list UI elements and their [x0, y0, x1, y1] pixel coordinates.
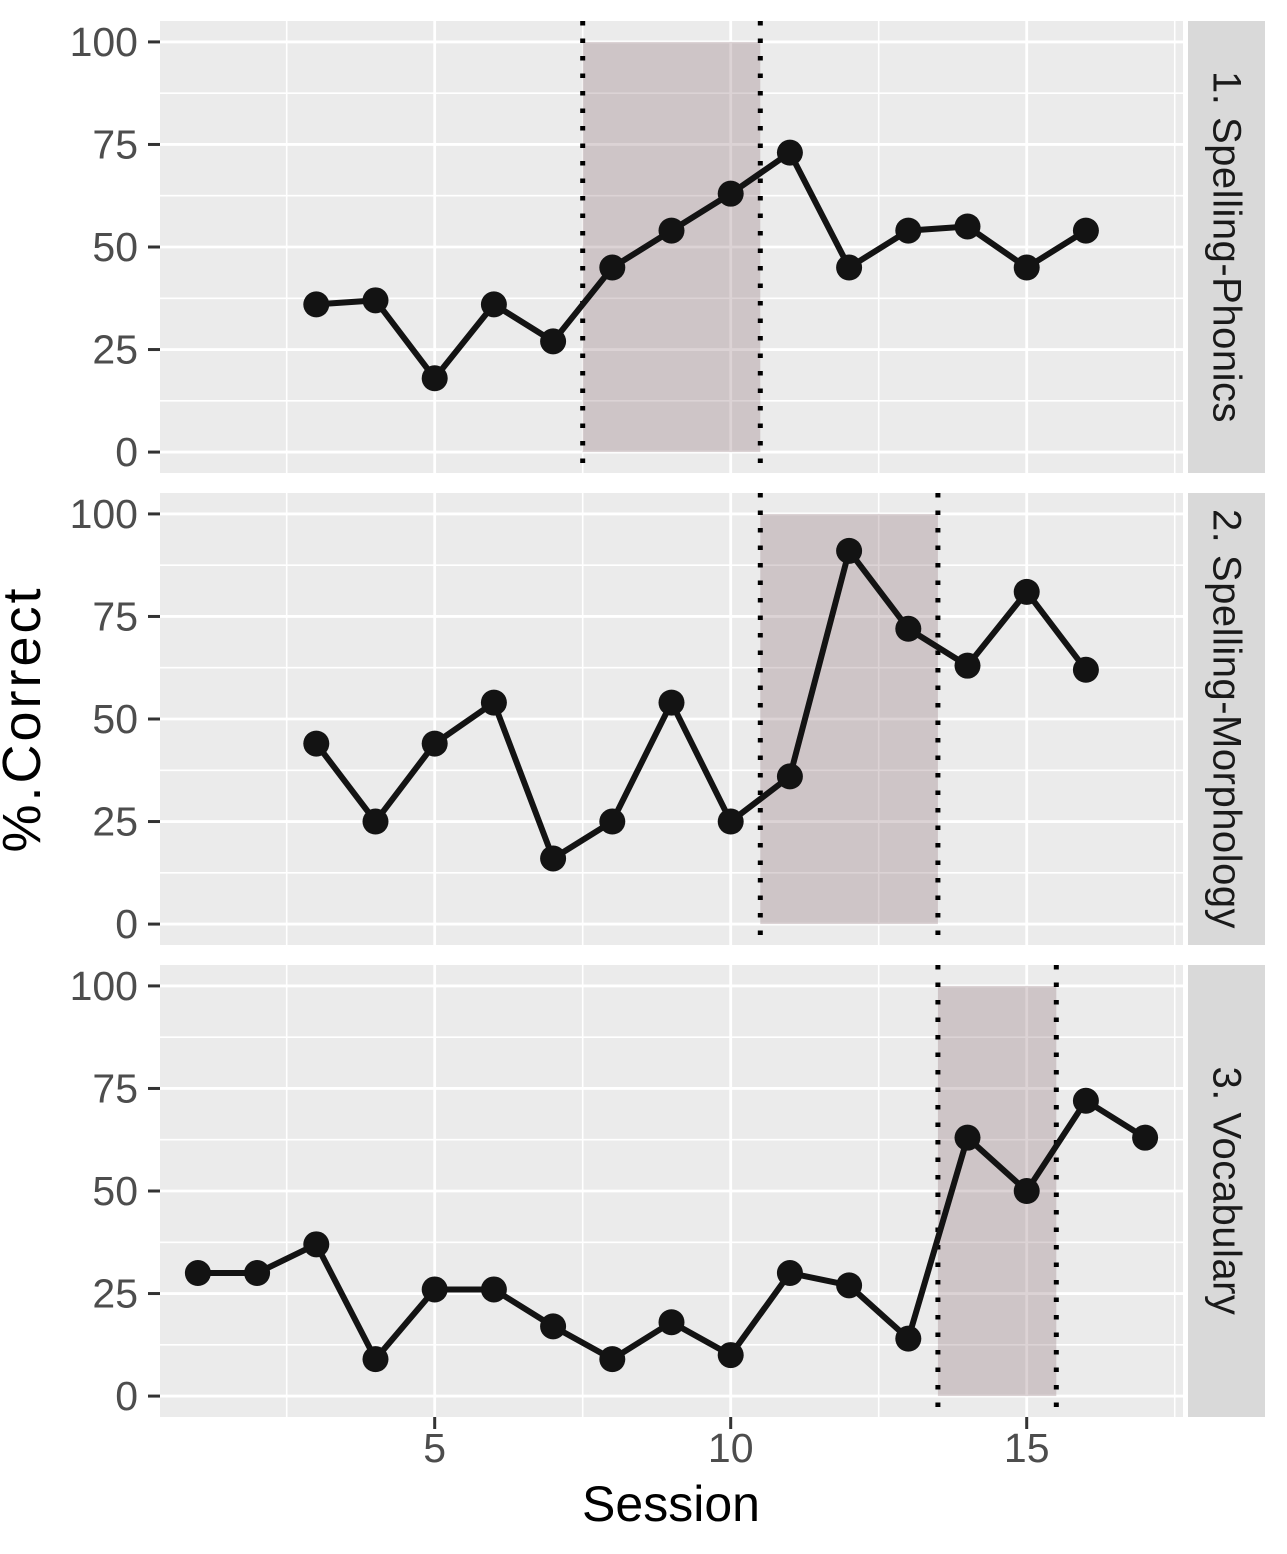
data-point [895, 1325, 922, 1352]
y-tick-label: 50 [92, 224, 138, 270]
facet-strip-label: 2. Spelling-Morphology [1205, 509, 1249, 929]
y-tick-label: 25 [92, 799, 138, 845]
data-point [599, 808, 626, 835]
data-point [776, 1260, 803, 1287]
data-point [362, 808, 389, 835]
y-tick-label: 50 [92, 696, 138, 742]
panels-layer: 1. Spelling-Phonics 2. Spelling-Morpholog… [160, 21, 1265, 1417]
data-point [184, 1260, 211, 1287]
data-point [303, 1231, 330, 1258]
data-point [303, 291, 330, 318]
data-point [1013, 1178, 1040, 1204]
y-tick-label: 75 [92, 593, 138, 639]
facet-panel: 2. Spelling-Morphology [160, 493, 1265, 945]
y-tick-label: 25 [92, 327, 138, 373]
data-point [717, 180, 744, 207]
data-point [599, 254, 626, 281]
facet-strip [1188, 965, 1265, 1417]
y-tick-label: 75 [92, 121, 138, 167]
data-point [1072, 1087, 1099, 1114]
facet-panel: 3. Vocabulary [160, 965, 1265, 1417]
data-point [776, 139, 803, 166]
y-tick-label: 100 [70, 491, 138, 537]
data-point [717, 808, 744, 835]
y-tick-label: 25 [92, 1271, 138, 1317]
data-point [540, 328, 567, 355]
y-tick-label: 75 [92, 1065, 138, 1111]
data-point [658, 689, 685, 716]
data-point [895, 217, 922, 244]
y-tick-label: 50 [92, 1168, 138, 1214]
data-point [599, 1346, 626, 1373]
facet-panel: 1. Spelling-Phonics [160, 21, 1265, 473]
data-point [421, 365, 448, 392]
data-point [480, 689, 507, 716]
x-tick-label: 15 [1004, 1425, 1050, 1471]
facet-strip [1188, 21, 1265, 473]
data-point [421, 730, 448, 757]
x-tick-label: 5 [423, 1425, 446, 1471]
facet-strip-label: 1. Spelling-Phonics [1205, 71, 1249, 423]
phase-shade-region [760, 513, 938, 925]
data-point [895, 615, 922, 642]
y-tick-label: 0 [115, 429, 138, 475]
axis-layer: 0 25 50 75 100 0 25 50 75 100 0 25 50 75 100 5 10 15 [70, 19, 1050, 1471]
data-point [836, 537, 863, 564]
data-point [658, 1309, 685, 1336]
data-point [421, 1276, 448, 1303]
data-point [480, 1276, 507, 1303]
data-point [954, 1124, 981, 1151]
data-point [362, 287, 389, 314]
data-point [1013, 578, 1040, 605]
x-tick-label: 10 [708, 1425, 754, 1471]
x-axis-title: Session [582, 1476, 760, 1532]
data-point [540, 1313, 567, 1340]
facet-strip-label: 3. Vocabulary [1205, 1067, 1249, 1316]
data-point [1072, 656, 1099, 683]
data-point [954, 213, 981, 240]
y-tick-label: 100 [70, 19, 138, 65]
data-point [658, 217, 685, 244]
data-point [1013, 254, 1040, 281]
data-point [954, 652, 981, 679]
phase-shade-region [582, 41, 761, 453]
y-tick-label: 0 [115, 901, 138, 947]
y-tick-label: 0 [115, 1373, 138, 1419]
data-point [836, 254, 863, 281]
data-point [362, 1346, 389, 1373]
data-point [717, 1342, 744, 1369]
data-point [540, 845, 567, 872]
data-point [776, 763, 803, 790]
y-tick-label: 100 [70, 963, 138, 1009]
y-axis-title: %.Correct [0, 585, 52, 852]
data-point [836, 1272, 863, 1299]
data-point [480, 291, 507, 318]
data-point [244, 1260, 271, 1287]
data-point [1072, 217, 1099, 244]
data-point [1132, 1124, 1159, 1151]
data-point [303, 730, 330, 757]
facet-strip [1188, 493, 1265, 945]
